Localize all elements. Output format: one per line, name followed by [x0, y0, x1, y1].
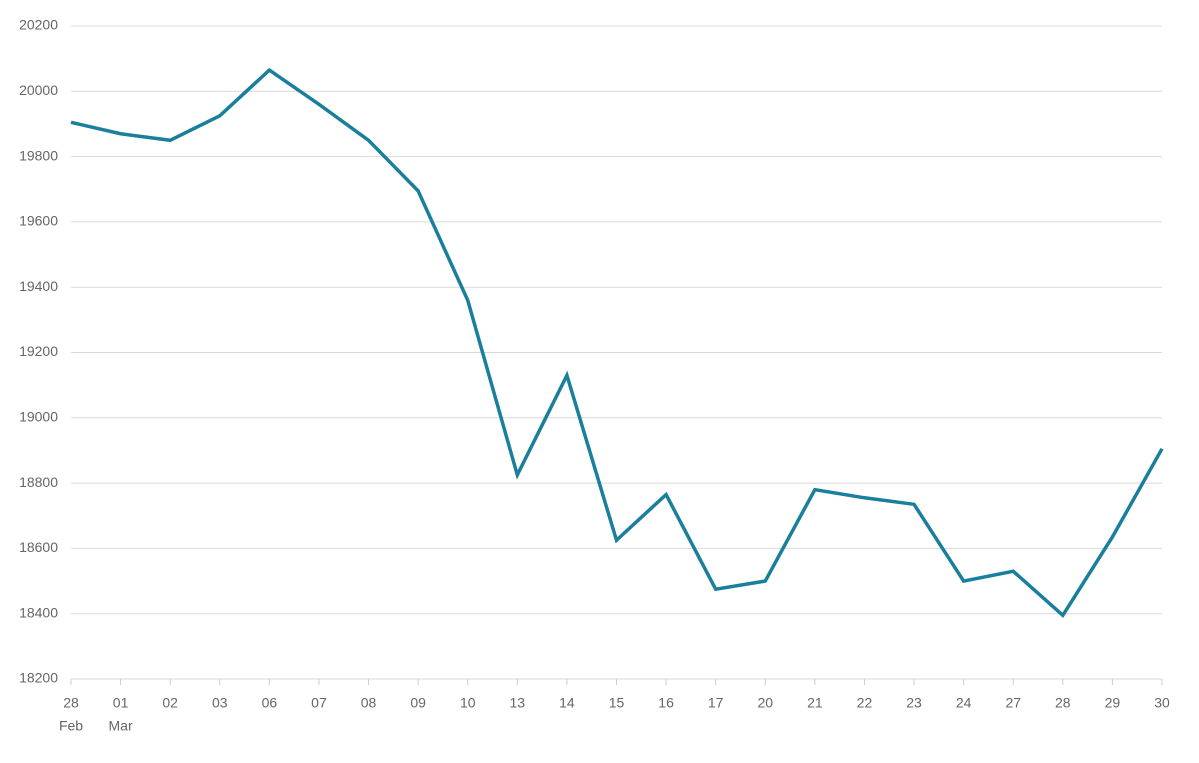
x-tick-label: 20 — [757, 695, 773, 711]
x-month-label: Mar — [109, 718, 133, 734]
x-tick-label: 29 — [1105, 695, 1121, 711]
x-tick-label: 23 — [906, 695, 922, 711]
x-tick-label: 09 — [410, 695, 426, 711]
data-line — [70, 67, 1164, 619]
x-tick-label: 01 — [113, 695, 129, 711]
x-tick-label: 15 — [609, 695, 625, 711]
y-tick-label: 18600 — [19, 539, 58, 555]
x-tick-label: 17 — [708, 695, 724, 711]
x-tick-label: 28 — [63, 695, 79, 711]
x-tick-label: 08 — [361, 695, 377, 711]
x-tick-label: 14 — [559, 695, 575, 711]
y-tick-label: 19200 — [19, 343, 58, 359]
x-tick-label: 07 — [311, 695, 327, 711]
x-tick-label: 16 — [658, 695, 674, 711]
y-tick-label: 18800 — [19, 474, 58, 490]
x-tick-label: 03 — [212, 695, 228, 711]
y-tick-label: 20200 — [19, 17, 58, 33]
x-tick-label: 13 — [510, 695, 526, 711]
x-tick-label: 27 — [1005, 695, 1021, 711]
x-tick-label: 22 — [857, 695, 873, 711]
x-month-label: Feb — [59, 718, 83, 734]
x-tick-label: 24 — [956, 695, 972, 711]
x-tick-label: 30 — [1154, 695, 1170, 711]
y-tick-label: 19800 — [19, 147, 58, 163]
x-tick-label: 21 — [807, 695, 823, 711]
y-tick-label: 18200 — [19, 670, 58, 686]
y-tick-label: 18400 — [19, 604, 58, 620]
x-tick-label: 28 — [1055, 695, 1071, 711]
y-tick-label: 19000 — [19, 409, 58, 425]
y-tick-label: 19400 — [19, 278, 58, 294]
x-tick-label: 06 — [262, 695, 278, 711]
x-tick-label: 02 — [162, 695, 178, 711]
y-tick-label: 20000 — [19, 82, 58, 98]
y-tick-label: 19600 — [19, 213, 58, 229]
x-tick-label: 10 — [460, 695, 476, 711]
